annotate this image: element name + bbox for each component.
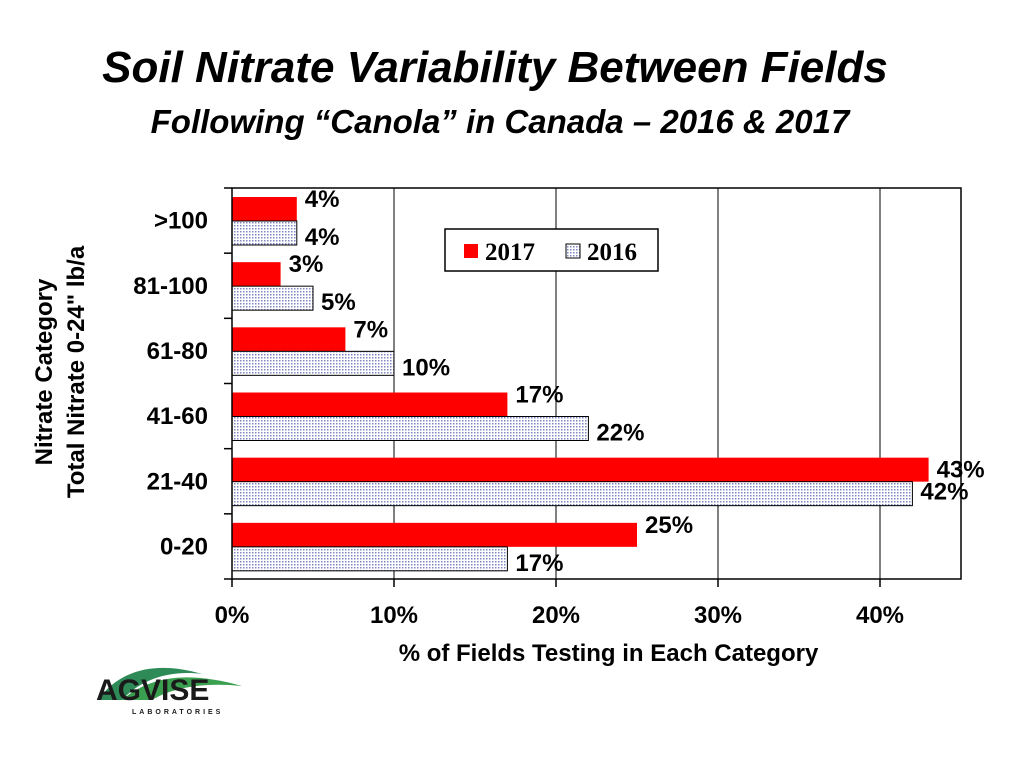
category-label: 61-80 [147,338,208,365]
bar-2016 [231,220,298,246]
x-tick-label: 20% [532,602,580,629]
bar-2016 [231,546,508,572]
chart-title: Soil Nitrate Variability Between Fields [102,43,888,92]
data-label: 17% [515,550,563,577]
category-label: 21-40 [147,468,208,495]
data-label: 17% [515,382,563,409]
agvise-logo: AGVISE LABORATORIES [96,667,242,716]
legend-label-2016: 2016 [587,239,637,266]
category-label: 81-100 [133,273,208,300]
y-axis-title: Total Nitrate 0-24" lb/a [63,245,90,498]
data-label: 22% [596,420,644,447]
legend-box [444,228,659,272]
x-axis-title: % of Fields Testing in Each Category [399,640,819,667]
y-axis-title: Nitrate Category [31,278,58,465]
x-tick-label: 40% [856,602,904,629]
legend-swatch-2017 [464,244,478,258]
bar-2016 [231,416,589,441]
logo-tagline: LABORATORIES [132,709,223,716]
category-label: 41-60 [147,403,208,430]
bar-2016 [231,285,314,311]
data-label: 25% [645,512,693,539]
data-label: 4% [305,186,340,213]
logo-wordmark: AGVISE [96,674,209,707]
x-tick-label: 0% [215,602,250,629]
bar-2016 [231,350,395,376]
data-label: 4% [305,224,340,251]
bar-2017 [232,197,297,221]
bar-2017 [232,522,637,547]
category-label: 0-20 [160,533,208,560]
bar-2017 [232,392,508,417]
category-label: >100 [154,208,208,235]
bar-2017 [232,327,346,352]
data-label: 3% [289,251,324,278]
legend-swatch-2016 [565,243,581,259]
plot-area: 4%4%3%5%7%10%17%22%43%42%25%17%>10081-10… [31,186,985,667]
bar-2016 [231,481,913,507]
x-tick-label: 10% [370,602,418,629]
x-tick-label: 30% [694,602,742,629]
data-label: 10% [402,354,450,381]
chart-subtitle: Following “Canola” in Canada – 2016 & 20… [150,103,850,140]
data-label: 7% [353,316,388,343]
bar-2017 [232,457,929,482]
legend-label-2017: 2017 [485,239,535,266]
data-label: 5% [321,289,356,316]
bar-2017 [232,262,281,287]
